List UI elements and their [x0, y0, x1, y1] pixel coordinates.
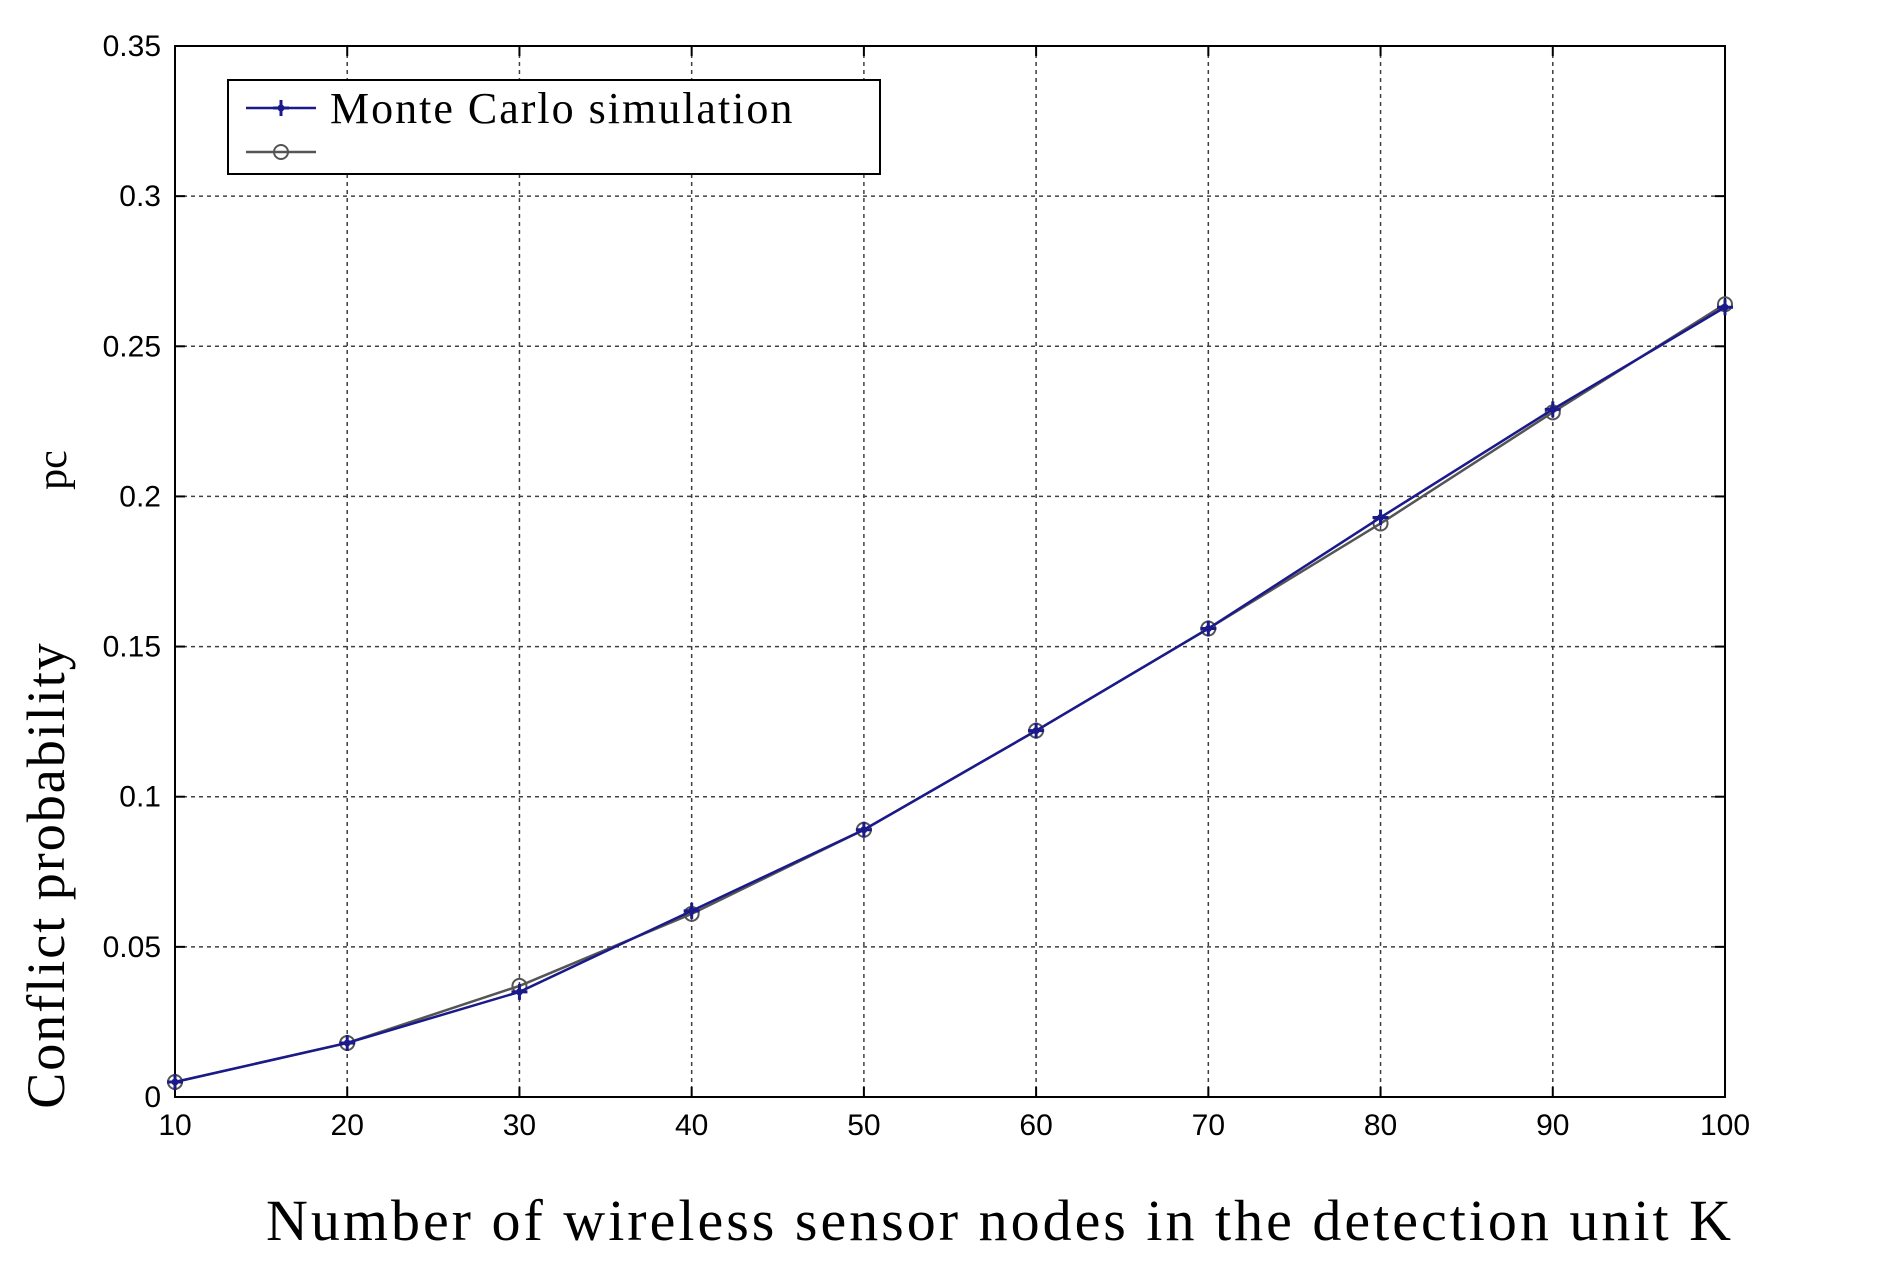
y-tick-label: 0.2 — [119, 480, 161, 513]
legend-marker-1-center — [277, 104, 285, 112]
x-tick-label: 80 — [1364, 1109, 1397, 1142]
series-1-point-center — [1721, 303, 1729, 311]
x-tick-label: 90 — [1536, 1109, 1569, 1142]
series-1-point-center — [343, 1039, 351, 1047]
grid — [175, 46, 1725, 1097]
y-tick-label: 0.05 — [103, 931, 161, 964]
y-tick-label: 0.25 — [103, 330, 161, 363]
axis-ticks: 10 20 30 40 50 60 70 80 90 100 0 0.05 0.1 0.15 0.2 0.25… — [103, 30, 1750, 1142]
x-tick-label: 10 — [158, 1109, 191, 1142]
x-tick-label: 30 — [503, 1109, 536, 1142]
y-tick-label: 0.15 — [103, 631, 161, 664]
y-axis-title-symbol: pc — [30, 450, 76, 490]
series-1-point-center — [860, 826, 868, 834]
legend-label-1: Monte Carlo simulation — [330, 84, 794, 133]
series-1-point-center — [515, 988, 523, 996]
x-tick-label: 100 — [1700, 1109, 1750, 1142]
y-axis-title: Conflict probability pc — [16, 450, 76, 1109]
legend-box — [227, 79, 881, 175]
x-tick-label: 70 — [1192, 1109, 1225, 1142]
series-group — [167, 296, 1733, 1090]
y-axis-title-main: Conflict probability — [16, 641, 76, 1108]
series-1 — [167, 299, 1733, 1090]
y-tick-label: 0.3 — [119, 180, 161, 213]
x-axis-title: Number of wireless sensor nodes in the d… — [266, 1188, 1734, 1253]
x-tick-label: 50 — [847, 1109, 880, 1142]
y-tick-label: 0.1 — [119, 781, 161, 814]
series-1-point-center — [688, 907, 696, 915]
x-tick-label: 60 — [1019, 1109, 1052, 1142]
plot-area — [174, 45, 1726, 1098]
series-1-point-center — [1377, 513, 1385, 521]
series-1-point-center — [171, 1078, 179, 1086]
y-tick-label: 0 — [144, 1081, 161, 1114]
y-tick-label: 0.35 — [103, 30, 161, 63]
legend-marker-2 — [273, 144, 289, 160]
series-1-point-center — [1549, 405, 1557, 413]
series-1-point-center — [1204, 625, 1212, 633]
series-1-line — [174, 306, 1726, 1084]
series-1-point-center — [1032, 727, 1040, 735]
legend: Monte Carlo simulation — [227, 79, 881, 175]
x-tick-label: 20 — [331, 1109, 364, 1142]
x-tick-label: 40 — [675, 1109, 708, 1142]
